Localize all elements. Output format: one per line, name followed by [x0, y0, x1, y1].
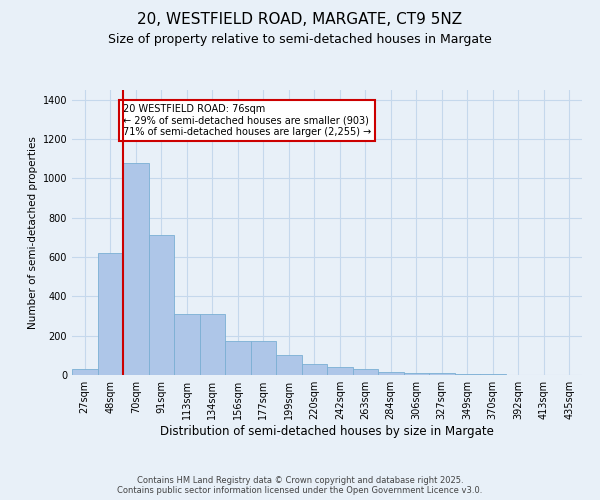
Bar: [72, 369, 97, 375]
Text: 20, WESTFIELD ROAD, MARGATE, CT9 5NZ: 20, WESTFIELD ROAD, MARGATE, CT9 5NZ: [137, 12, 463, 28]
Bar: [251, 340, 276, 375]
Text: Size of property relative to semi-detached houses in Margate: Size of property relative to semi-detach…: [108, 32, 492, 46]
Text: Contains HM Land Registry data © Crown copyright and database right 2025.
Contai: Contains HM Land Registry data © Crown c…: [118, 476, 482, 495]
Bar: [455, 374, 480, 375]
Bar: [429, 374, 455, 375]
Bar: [199, 314, 225, 375]
Bar: [353, 369, 378, 375]
Bar: [404, 373, 429, 375]
Bar: [225, 340, 251, 375]
Bar: [97, 253, 123, 375]
Text: 20 WESTFIELD ROAD: 76sqm
← 29% of semi-detached houses are smaller (903)
71% of : 20 WESTFIELD ROAD: 76sqm ← 29% of semi-d…: [123, 104, 371, 137]
Bar: [149, 236, 174, 375]
Bar: [302, 364, 327, 375]
Bar: [327, 367, 353, 375]
Bar: [276, 356, 302, 375]
X-axis label: Distribution of semi-detached houses by size in Margate: Distribution of semi-detached houses by …: [160, 425, 494, 438]
Y-axis label: Number of semi-detached properties: Number of semi-detached properties: [28, 136, 38, 329]
Bar: [123, 162, 149, 375]
Bar: [174, 314, 199, 375]
Bar: [480, 374, 505, 375]
Bar: [378, 372, 404, 375]
